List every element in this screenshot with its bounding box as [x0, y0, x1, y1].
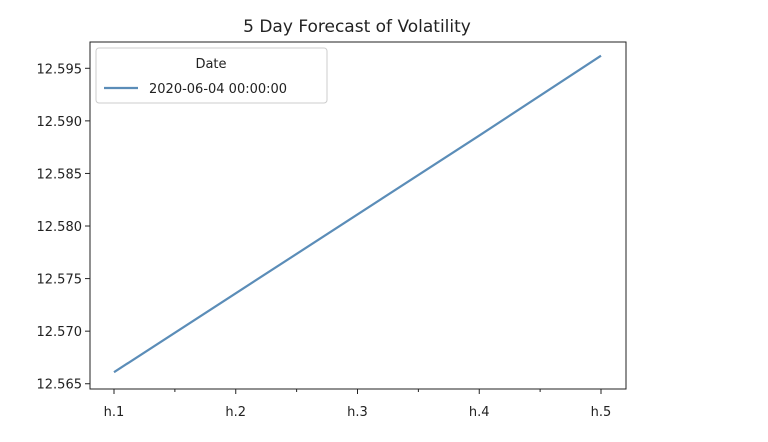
y-tick-label: 12.585: [37, 167, 83, 182]
series-line: [113, 54, 602, 374]
y-tick-label: 12.570: [37, 325, 83, 340]
x-tick-label: h.2: [225, 405, 246, 420]
y-tick-label: 12.580: [37, 220, 83, 235]
y-tick-label: 12.565: [37, 378, 83, 393]
legend-entry-label: 2020-06-04 00:00:00: [149, 82, 287, 97]
x-tick-label: h.3: [347, 405, 368, 420]
x-tick-label: h.5: [591, 405, 612, 420]
chart-title: 5 Day Forecast of Volatility: [243, 17, 471, 37]
legend: Date 2020-06-04 00:00:00: [95, 47, 328, 104]
plot-frame: [89, 41, 627, 390]
y-tick-label: 12.575: [37, 273, 83, 288]
y-tick-label: 12.595: [37, 62, 83, 77]
legend-title: Date: [195, 57, 226, 72]
legend-box: [95, 47, 328, 104]
y-tick-label: 12.590: [37, 115, 83, 130]
x-tick-label: h.1: [104, 405, 125, 420]
x-tick-label: h.4: [469, 405, 490, 420]
